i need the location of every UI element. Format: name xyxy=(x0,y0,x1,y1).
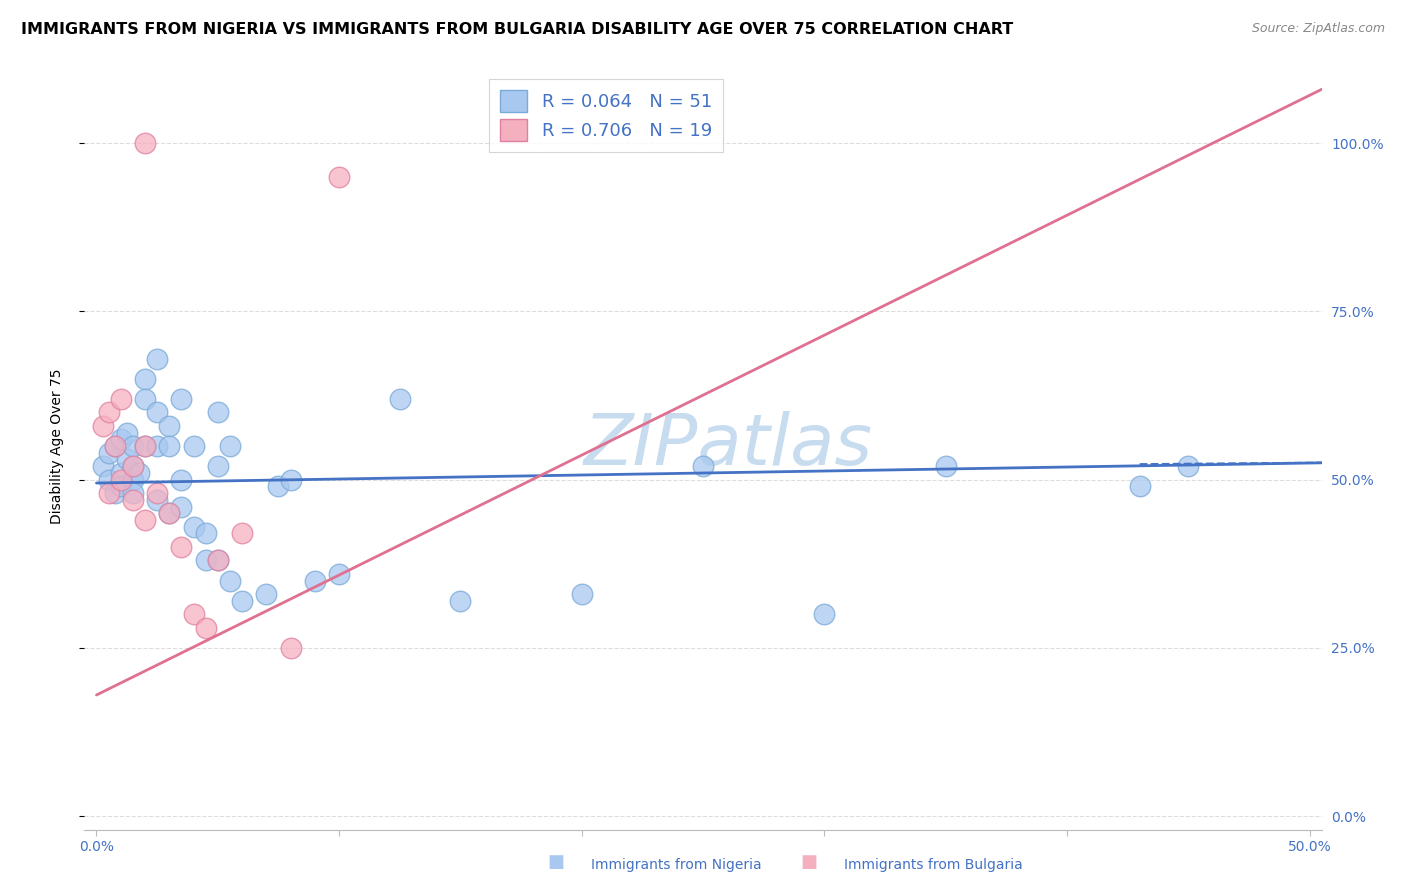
Point xyxy=(122,459,145,474)
Point xyxy=(97,405,120,419)
Point xyxy=(134,136,156,151)
Point xyxy=(146,439,169,453)
Point xyxy=(219,439,242,453)
Point xyxy=(104,439,127,453)
Point xyxy=(122,439,145,453)
Point xyxy=(122,492,145,507)
Point xyxy=(280,640,302,655)
Point xyxy=(110,473,132,487)
Point xyxy=(122,473,145,487)
Point xyxy=(122,486,145,500)
Point xyxy=(267,479,290,493)
Point xyxy=(207,405,229,419)
Text: ZIPatlas: ZIPatlas xyxy=(583,411,872,481)
Y-axis label: Disability Age Over 75: Disability Age Over 75 xyxy=(49,368,63,524)
Point xyxy=(183,520,205,534)
Point xyxy=(146,492,169,507)
Point xyxy=(207,553,229,567)
Point xyxy=(170,540,193,554)
Point xyxy=(170,473,193,487)
Point xyxy=(134,513,156,527)
Point xyxy=(115,452,138,467)
Point xyxy=(146,405,169,419)
Point xyxy=(110,432,132,446)
Point xyxy=(110,479,132,493)
Text: IMMIGRANTS FROM NIGERIA VS IMMIGRANTS FROM BULGARIA DISABILITY AGE OVER 75 CORRE: IMMIGRANTS FROM NIGERIA VS IMMIGRANTS FR… xyxy=(21,22,1014,37)
Text: ■: ■ xyxy=(800,853,817,871)
Point xyxy=(157,418,180,433)
Point xyxy=(813,607,835,622)
Point xyxy=(449,594,471,608)
Point xyxy=(219,574,242,588)
Point xyxy=(104,439,127,453)
Point xyxy=(231,594,253,608)
Point xyxy=(388,392,411,406)
Point xyxy=(134,439,156,453)
Point xyxy=(110,392,132,406)
Point xyxy=(194,526,217,541)
Point xyxy=(304,574,326,588)
Point xyxy=(207,459,229,474)
Point xyxy=(134,392,156,406)
Point xyxy=(97,473,120,487)
Point xyxy=(146,351,169,366)
Text: Immigrants from Bulgaria: Immigrants from Bulgaria xyxy=(844,858,1022,872)
Point xyxy=(1177,459,1199,474)
Point xyxy=(104,486,127,500)
Point xyxy=(91,418,114,433)
Point xyxy=(194,621,217,635)
Point xyxy=(280,473,302,487)
Point xyxy=(157,439,180,453)
Point xyxy=(254,587,277,601)
Point xyxy=(97,486,120,500)
Point xyxy=(170,500,193,514)
Point xyxy=(91,459,114,474)
Point xyxy=(128,466,150,480)
Point xyxy=(571,587,593,601)
Text: ■: ■ xyxy=(547,853,564,871)
Point xyxy=(134,372,156,386)
Text: Immigrants from Nigeria: Immigrants from Nigeria xyxy=(591,858,761,872)
Point xyxy=(157,506,180,520)
Point xyxy=(207,553,229,567)
Point xyxy=(146,486,169,500)
Legend: R = 0.064   N = 51, R = 0.706   N = 19: R = 0.064 N = 51, R = 0.706 N = 19 xyxy=(489,79,723,152)
Point xyxy=(157,506,180,520)
Point xyxy=(194,553,217,567)
Text: Source: ZipAtlas.com: Source: ZipAtlas.com xyxy=(1251,22,1385,36)
Point xyxy=(1129,479,1152,493)
Point xyxy=(328,566,350,581)
Point xyxy=(328,169,350,184)
Point xyxy=(183,439,205,453)
Point xyxy=(935,459,957,474)
Point xyxy=(692,459,714,474)
Point xyxy=(183,607,205,622)
Point xyxy=(170,392,193,406)
Point xyxy=(231,526,253,541)
Point xyxy=(115,425,138,440)
Point xyxy=(97,446,120,460)
Point xyxy=(122,459,145,474)
Point xyxy=(110,466,132,480)
Point xyxy=(134,439,156,453)
